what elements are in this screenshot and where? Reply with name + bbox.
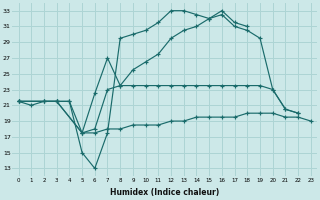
- X-axis label: Humidex (Indice chaleur): Humidex (Indice chaleur): [110, 188, 219, 197]
